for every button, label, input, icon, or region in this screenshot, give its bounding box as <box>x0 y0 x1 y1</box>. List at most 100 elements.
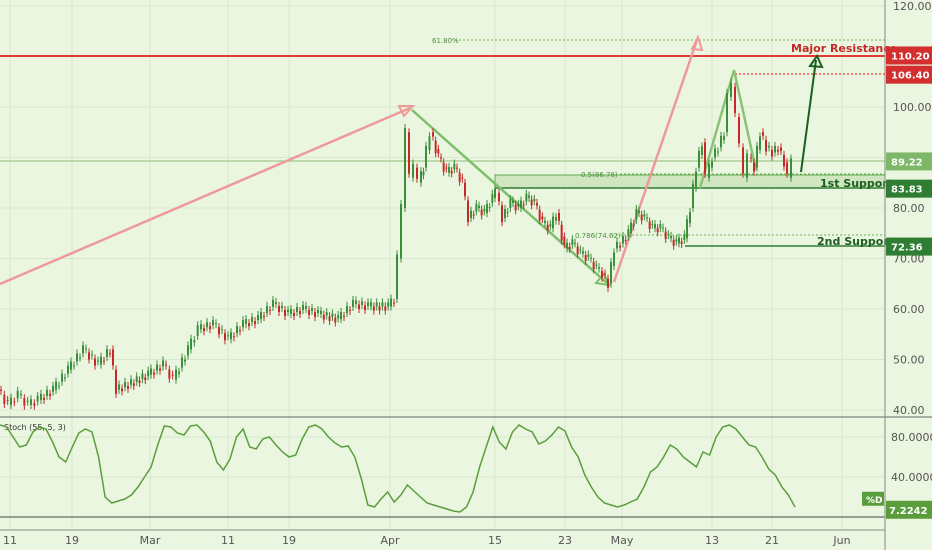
candle-body <box>483 209 486 212</box>
candle-body <box>305 305 307 309</box>
candle-body <box>46 389 48 396</box>
major-target-arrow <box>800 59 817 173</box>
candle-body <box>33 403 36 406</box>
candle-body <box>334 317 337 323</box>
candle-body <box>635 209 638 220</box>
candle-body <box>3 394 6 404</box>
candle-body <box>178 371 180 374</box>
candle-body <box>704 142 706 174</box>
candle-body <box>203 328 205 332</box>
stoch-tick-label: 80.0000 <box>891 431 932 444</box>
second-support-label: 2nd Support <box>817 235 894 248</box>
candle-body <box>284 310 286 317</box>
candle-body <box>714 148 716 158</box>
candle-body <box>275 301 277 304</box>
major-target-arrowhead <box>808 53 824 69</box>
candle-body <box>440 157 442 159</box>
stoch-current-value: 7.2242 <box>889 506 928 517</box>
candle-body <box>472 214 475 216</box>
candle-body <box>576 246 579 255</box>
candle-body <box>533 198 536 202</box>
candles <box>0 78 792 410</box>
candle-body <box>491 193 494 203</box>
candle-body <box>396 254 398 299</box>
candle-body <box>76 353 78 362</box>
candle-body <box>678 237 680 244</box>
candle-body <box>646 217 648 219</box>
candle-body <box>734 86 736 114</box>
fib-786-label: 0.786(74.62) <box>575 232 621 240</box>
candle-body <box>302 304 304 311</box>
candle-body <box>627 229 630 237</box>
candle-body <box>193 339 196 343</box>
candle-body <box>759 136 761 150</box>
candle-body <box>522 204 525 206</box>
candle-body <box>579 249 582 251</box>
candle-body <box>638 210 640 214</box>
candle-body <box>58 385 60 387</box>
candle-body <box>746 153 748 178</box>
price-badges: 110.20 106.40 89.22 83.83 72.36 7.2242 %D <box>862 46 932 519</box>
candle-body <box>686 219 688 239</box>
candle-body <box>64 377 66 379</box>
candle-body <box>375 302 378 307</box>
candle-body <box>91 354 93 356</box>
candle-body <box>480 209 483 216</box>
candle-body <box>296 306 298 313</box>
price-badge-1: 106.40 <box>891 71 930 82</box>
candle-body <box>786 162 788 174</box>
candle-body <box>328 316 331 321</box>
candle-body <box>461 177 464 179</box>
candle-body <box>630 222 632 234</box>
x-tick-label: May <box>611 534 634 547</box>
x-tick-label: 23 <box>558 534 572 547</box>
candle-body <box>100 356 102 365</box>
candle-body <box>780 147 782 151</box>
candle-body <box>470 210 472 219</box>
candle-body <box>771 149 773 157</box>
candle-body <box>420 171 422 183</box>
candle-body <box>343 316 345 318</box>
candle-body <box>701 146 703 155</box>
x-tick-label: 11 <box>221 534 235 547</box>
candle-body <box>245 319 247 325</box>
x-tick-label: 21 <box>765 534 779 547</box>
candle-body <box>514 204 517 211</box>
candle-body <box>79 357 81 359</box>
y-tick-label: 80.00 <box>893 202 925 215</box>
candle-body <box>293 313 295 317</box>
price-badge-2: 89.22 <box>891 157 923 168</box>
candle-body <box>689 212 691 224</box>
candle-body <box>196 325 199 336</box>
candle-body <box>442 162 445 172</box>
price-badge-3: 83.83 <box>891 185 923 196</box>
x-tick-label: Mar <box>140 534 161 547</box>
candle-body <box>132 383 135 386</box>
candle-body <box>587 254 590 257</box>
candle-body <box>144 377 147 381</box>
candle-body <box>272 299 274 307</box>
stoch-badge-bg <box>886 500 932 519</box>
candle-body <box>552 216 554 229</box>
x-tick-label: Apr <box>380 534 400 547</box>
candle-body <box>456 167 458 169</box>
x-axis-ticks: 11 19 Mar 11 19 Apr 15 23 May 13 21 Jun <box>3 534 851 547</box>
candle-body <box>604 273 606 275</box>
candle-body <box>361 301 363 305</box>
candle-body <box>662 227 664 229</box>
price-badge-0-bg <box>886 46 932 65</box>
candle-body <box>36 395 39 402</box>
y-tick-label: 120.00 <box>893 0 932 13</box>
candle-body <box>412 163 414 178</box>
candle-body <box>311 307 313 312</box>
candle-body <box>777 149 779 152</box>
candle-body <box>257 315 259 321</box>
y-tick-label: 100.00 <box>893 101 932 114</box>
candle-body <box>643 214 646 217</box>
candle-body <box>266 305 268 314</box>
y-tick-label: 50.00 <box>893 354 925 367</box>
candle-body <box>404 128 406 208</box>
candle-body <box>358 304 360 309</box>
pink-trend-arrow-1 <box>0 106 411 286</box>
candle-body <box>563 236 566 245</box>
